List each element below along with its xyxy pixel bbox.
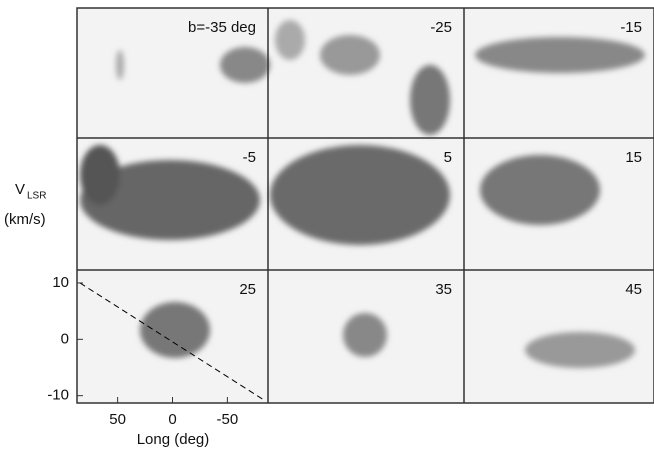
emission-blob	[525, 332, 635, 368]
y-tick-label: -10	[47, 387, 69, 404]
x-tick-label: 0	[168, 411, 176, 428]
panel-label: 25	[239, 281, 256, 298]
emission-blob	[410, 65, 450, 135]
emission-blob	[343, 313, 387, 357]
panel-label: 15	[625, 149, 642, 166]
panel-label: -5	[243, 149, 256, 166]
panel-label: 5	[444, 149, 452, 166]
panel-label: -15	[620, 19, 642, 36]
dashed-guide	[79, 282, 265, 401]
x-tick-label: -50	[217, 411, 239, 428]
emission-maps	[80, 20, 645, 368]
y-tick-label: 0	[61, 330, 69, 347]
y-axis-unit: (km/s)	[4, 211, 46, 228]
emission-blob	[270, 145, 450, 245]
emission-blob	[220, 47, 270, 83]
x-axis-label: Long (deg)	[137, 431, 210, 448]
y-axis-label-subscript: LSR	[27, 191, 46, 202]
panel-frames	[76, 7, 654, 404]
panel-label: 35	[435, 281, 452, 298]
emission-blob	[80, 145, 120, 205]
emission-blob	[320, 35, 380, 75]
y-axis-label: V	[15, 181, 25, 198]
y-tick-label: 10	[52, 274, 69, 291]
emission-blob	[275, 20, 305, 60]
emission-blob	[80, 160, 260, 240]
emission-blob	[116, 50, 124, 80]
emission-blob	[480, 155, 600, 225]
panel-label: 45	[625, 281, 642, 298]
emission-blob	[140, 302, 210, 358]
x-tick-label: 50	[109, 411, 126, 428]
panel-label: b=-35 deg	[188, 19, 256, 36]
panel-label: -25	[430, 19, 452, 36]
emission-blob	[475, 37, 645, 73]
